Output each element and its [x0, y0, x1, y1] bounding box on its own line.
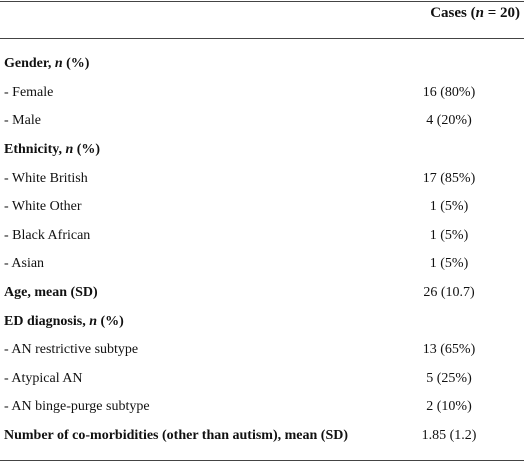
row-value: 1 (5%)	[429, 227, 469, 243]
table-row: - Male 4 (20%)	[0, 107, 524, 136]
row-value: 13 (65%)	[422, 342, 476, 358]
row-value	[354, 50, 524, 79]
data-table: Gender, n (%) - Female 16 (80%) - Male 4 (20…	[0, 50, 524, 450]
row-label: - White Other	[4, 199, 82, 215]
label-part: ED diagnosis,	[4, 313, 90, 329]
table-row: Age, mean (SD) 26 (10.7)	[0, 279, 524, 308]
table-row: Ethnicity, n (%)	[0, 136, 524, 165]
table-row: - AN restrictive subtype 13 (65%)	[0, 336, 524, 365]
row-label: Ethnicity, n (%)	[0, 136, 354, 165]
row-label: - White British	[4, 170, 88, 186]
top-rule	[0, 1, 524, 2]
table-row: ED diagnosis, n (%)	[0, 307, 524, 336]
row-label: Gender, n (%)	[0, 50, 354, 79]
table-row: - Female 16 (80%)	[0, 79, 524, 108]
row-label: - Female	[4, 84, 54, 100]
table-body: Gender, n (%) - Female 16 (80%) - Male 4 (20…	[0, 50, 524, 450]
label-part: Ethnicity,	[4, 142, 66, 158]
table-row: - Atypical AN 5 (25%)	[0, 365, 524, 394]
header-rule	[0, 38, 524, 39]
header-text: Cases (	[430, 5, 476, 21]
row-value: 1 (5%)	[429, 199, 469, 215]
row-value: 1.85 (1.2)	[421, 428, 477, 444]
table-row: Number of co-morbidities (other than aut…	[0, 422, 524, 451]
row-label: - Male	[4, 113, 41, 129]
row-label: ED diagnosis, n (%)	[0, 307, 354, 336]
header-row: Cases (n = 20)	[0, 2, 524, 36]
row-value: 17 (85%)	[422, 170, 476, 186]
row-value: 26 (10.7)	[423, 285, 475, 301]
row-label: - Atypical AN	[4, 370, 83, 386]
row-label: - Black African	[4, 227, 91, 243]
label-part: n	[65, 142, 74, 158]
table-row: - White British 17 (85%)	[0, 164, 524, 193]
table-row: - White Other 1 (5%)	[0, 193, 524, 222]
row-value: 1 (5%)	[429, 256, 469, 272]
header-text: = 20)	[483, 5, 520, 21]
label-part: n	[89, 313, 97, 329]
cases-header: Cases (n = 20)	[430, 5, 520, 22]
row-value	[354, 136, 524, 165]
row-label: Number of co-morbidities (other than aut…	[4, 428, 349, 444]
label-part: Gender,	[4, 56, 55, 72]
table-row: - Black African 1 (5%)	[0, 222, 524, 251]
table-row: - AN binge-purge subtype 2 (10%)	[0, 393, 524, 422]
row-label: Age, mean (SD)	[4, 285, 98, 301]
row-value: 5 (25%)	[426, 370, 472, 386]
label-part: (%)	[97, 313, 124, 329]
row-value: 4 (20%)	[426, 113, 472, 129]
table-row: Gender, n (%)	[0, 50, 524, 79]
label-part: n	[54, 56, 63, 72]
table-row: - Asian 1 (5%)	[0, 250, 524, 279]
row-value: 16 (80%)	[422, 84, 476, 100]
row-value	[354, 307, 524, 336]
label-part: (%)	[62, 56, 90, 72]
row-label: - AN binge-purge subtype	[4, 399, 150, 415]
bottom-rule	[0, 460, 524, 461]
label-part: (%)	[73, 142, 101, 158]
row-value: 2 (10%)	[426, 399, 472, 415]
row-label: - Asian	[4, 256, 45, 272]
header-text: n	[475, 5, 484, 21]
row-label: - AN restrictive subtype	[4, 342, 139, 358]
